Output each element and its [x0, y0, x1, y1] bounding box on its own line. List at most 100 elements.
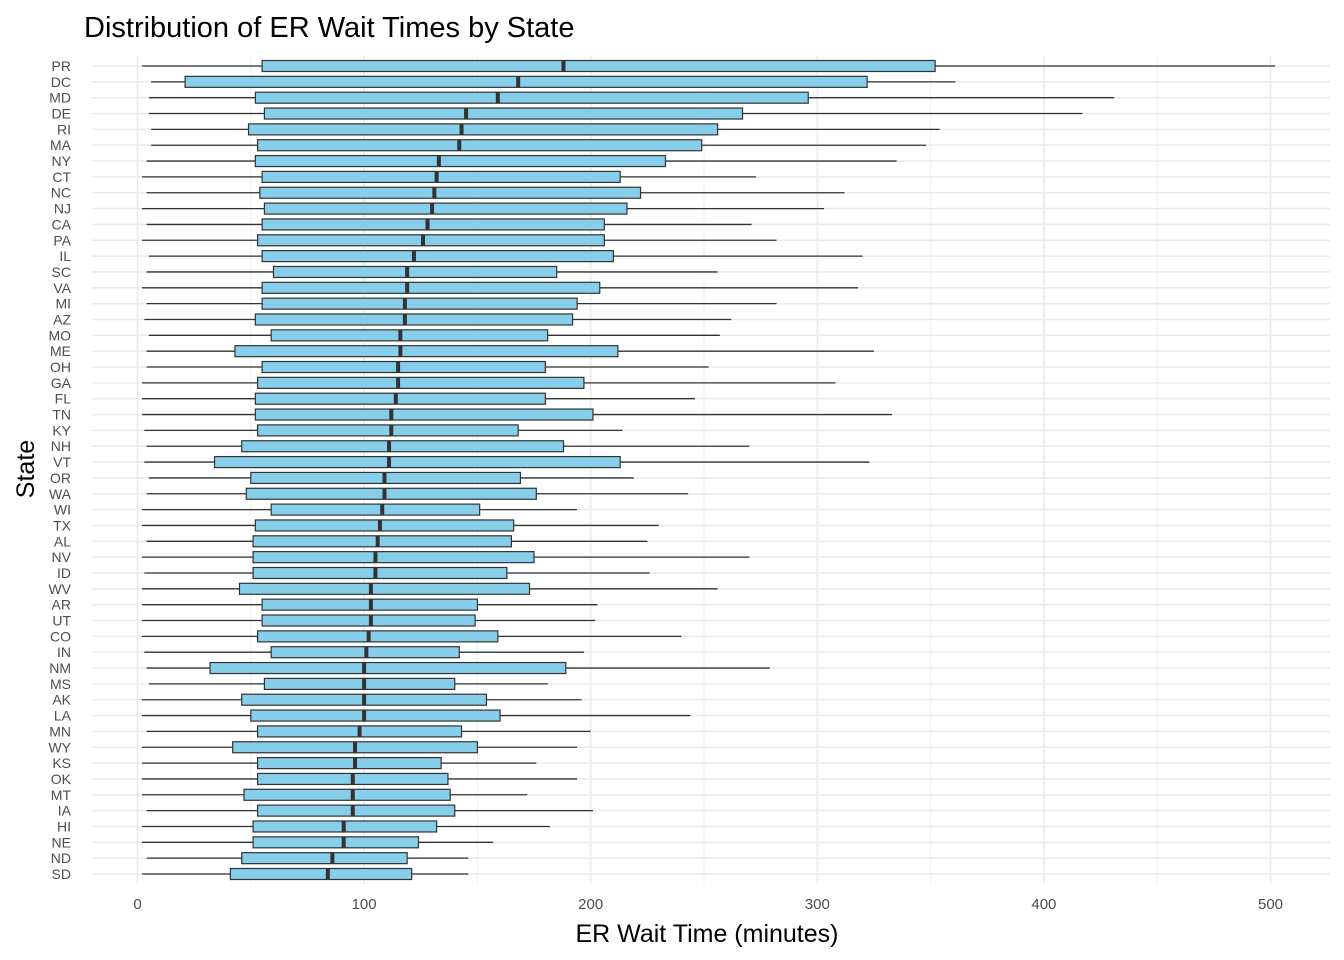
y-tick-label: GA: [51, 375, 72, 391]
iqr-box: [272, 265, 558, 279]
iqr-box: [263, 677, 456, 690]
box-nm: [146, 661, 770, 675]
box-or: [148, 471, 634, 485]
y-tick-label: DE: [52, 106, 71, 122]
y-tick-label: ME: [50, 343, 71, 359]
y-tick-label: MN: [49, 723, 71, 739]
iqr-box: [261, 297, 578, 310]
box-oh: [146, 360, 709, 374]
y-tick-label: NY: [52, 153, 72, 169]
iqr-box: [263, 107, 744, 120]
iqr-box: [238, 582, 531, 595]
box-ut: [142, 614, 596, 627]
box-la: [142, 709, 691, 722]
y-tick-label: WI: [54, 502, 71, 518]
y-tick-label: MO: [48, 327, 71, 343]
iqr-box: [245, 487, 537, 500]
y-tick-label: ND: [51, 850, 71, 866]
y-tick-label: CA: [52, 216, 72, 232]
box-id: [144, 566, 650, 580]
iqr-box: [247, 123, 719, 136]
box-md: [148, 91, 1115, 104]
iqr-box: [256, 756, 442, 770]
box-in: [144, 646, 584, 659]
iqr-box: [241, 852, 408, 865]
box-ak: [142, 693, 582, 706]
box-nj: [142, 202, 825, 215]
y-tick-label: SD: [52, 866, 71, 882]
iqr-box: [256, 424, 519, 437]
box-mi: [146, 297, 777, 310]
box-layer: [142, 59, 1276, 881]
y-tick-label: IL: [59, 248, 71, 264]
iqr-box: [256, 376, 585, 389]
iqr-box: [241, 440, 565, 453]
y-tick-label: MI: [55, 296, 71, 312]
iqr-box: [256, 139, 703, 152]
y-tick-label: IA: [58, 803, 72, 819]
y-tick-label: RI: [57, 121, 71, 137]
y-tick-label: OK: [51, 771, 72, 787]
iqr-box: [229, 867, 413, 881]
y-tick-label: IN: [57, 644, 71, 660]
y-tick-label: NJ: [54, 201, 71, 217]
box-sd: [142, 867, 469, 881]
y-axis-title: State: [12, 440, 40, 498]
iqr-box: [259, 186, 642, 199]
y-tick-label: LA: [54, 708, 72, 724]
y-tick-label: WY: [48, 739, 71, 755]
x-tick-labels: 0 100 200 300 400 500: [133, 896, 1283, 913]
y-tick-label: NM: [49, 660, 71, 676]
box-wv: [142, 582, 718, 595]
box-pa: [142, 234, 777, 247]
y-tick-label: AL: [54, 533, 71, 549]
y-tick-label: KS: [52, 755, 71, 771]
box-nd: [146, 852, 469, 865]
iqr-box: [254, 91, 809, 104]
box-nv: [142, 551, 750, 564]
y-tick-label: AK: [52, 692, 71, 708]
box-mo: [148, 329, 720, 342]
iqr-box: [254, 313, 574, 326]
box-de: [148, 107, 1083, 120]
y-tick-label: CT: [52, 169, 71, 185]
iqr-box: [213, 455, 621, 469]
box-ne: [142, 836, 494, 849]
x-tick-label: 400: [1031, 896, 1056, 913]
y-tick-label: WA: [49, 486, 72, 502]
iqr-box: [184, 75, 868, 88]
y-tick-label: NV: [52, 549, 72, 565]
iqr-box: [261, 170, 621, 184]
y-tick-label: UT: [52, 613, 71, 629]
y-tick-label: AR: [52, 597, 71, 613]
iqr-box: [254, 154, 667, 168]
box-fl: [142, 392, 695, 405]
box-mn: [146, 725, 591, 738]
y-tick-label: DC: [51, 74, 71, 90]
x-axis-title: ER Wait Time (minutes): [575, 920, 838, 948]
y-tick-label: MT: [51, 787, 72, 803]
box-va: [142, 281, 859, 294]
y-tick-label: VT: [53, 454, 71, 470]
y-tick-label: OH: [50, 359, 71, 375]
y-tick-label: TX: [53, 517, 72, 533]
box-wa: [146, 487, 689, 500]
iqr-box: [243, 788, 451, 801]
box-sc: [146, 265, 718, 279]
y-tick-label: MS: [50, 676, 71, 692]
box-az: [144, 313, 732, 326]
box-dc: [151, 75, 956, 88]
box-ok: [142, 772, 578, 786]
box-pr: [142, 59, 1276, 73]
y-tick-label: MA: [50, 137, 72, 153]
y-tick-label: OR: [50, 470, 71, 486]
box-ks: [142, 756, 537, 770]
iqr-box: [263, 202, 628, 215]
box-il: [148, 250, 863, 263]
iqr-box: [261, 250, 614, 263]
iqr-box: [234, 345, 619, 358]
iqr-box: [254, 519, 515, 532]
x-tick-label: 200: [578, 896, 603, 913]
chart-title: Distribution of ER Wait Times by State: [84, 12, 574, 44]
